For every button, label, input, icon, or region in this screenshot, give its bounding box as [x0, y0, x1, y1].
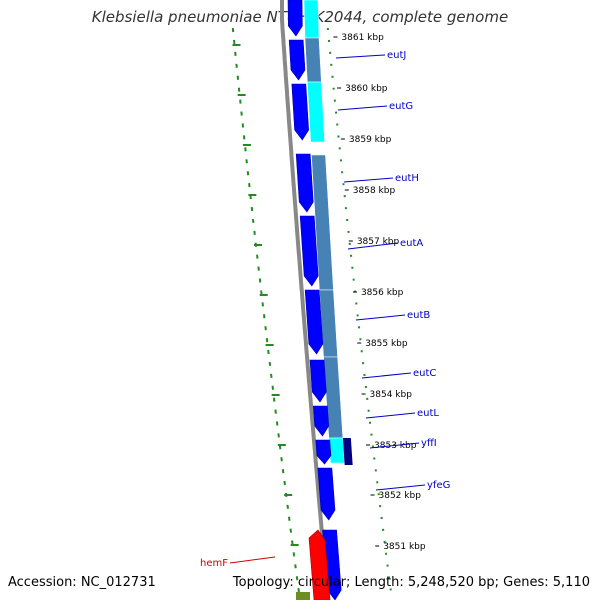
gene-leader-line	[369, 442, 420, 449]
forward-cds-arrow	[291, 83, 309, 141]
forward-cds-arrow	[288, 39, 306, 81]
gene-leader-line	[355, 314, 406, 321]
gene-leader-line	[343, 177, 394, 183]
gene-label: eutB	[407, 310, 430, 321]
gene-label: eutJ	[387, 50, 406, 61]
gene-leader-line	[229, 556, 276, 564]
gene-label: eutL	[417, 408, 439, 419]
forward-cds-arrow	[312, 405, 330, 437]
feature-stripe-segment	[307, 81, 325, 143]
cds-layer	[287, 0, 342, 600]
gene-label: eutA	[400, 238, 423, 249]
tick-label: 3857 kbp	[357, 237, 400, 247]
forward-cds-arrow	[287, 0, 303, 37]
backbone-layer	[280, 0, 330, 600]
gene-label: eutC	[413, 368, 436, 379]
grid-ring-right	[326, 27, 393, 600]
feature-stripe-navy	[342, 438, 353, 465]
gene-leader-line	[337, 105, 388, 111]
tick-label: 3858 kbp	[353, 186, 396, 196]
tick-label: 3856 kbp	[361, 288, 404, 298]
gene-leader-line	[347, 242, 399, 250]
gene-label: eutG	[389, 101, 413, 112]
tick-label: 3854 kbp	[370, 390, 413, 400]
feature-stripe-segment	[319, 289, 338, 358]
gene-label: hemF	[200, 558, 228, 569]
forward-cds-arrow	[295, 153, 314, 213]
feature-stripe-segment	[328, 437, 345, 464]
olive-cds-block	[296, 592, 310, 600]
tick-label: 3852 kbp	[379, 491, 422, 501]
tick-label: 3851 kbp	[383, 542, 426, 552]
gene-label-layer: eutJ eutG eutH eutA eutB eutC eutL yffI yfeG hemF	[200, 50, 450, 569]
tick-label: 3853 kbp	[374, 441, 417, 451]
tick-label: 3855 kbp	[365, 339, 408, 349]
feature-stripe-segment	[303, 0, 320, 39]
gene-label: eutH	[395, 173, 419, 184]
forward-cds-arrow	[317, 467, 336, 521]
tick-label: 3861 kbp	[341, 33, 384, 43]
topology-text: Topology: circular; Length: 5,248,520 bp…	[232, 575, 590, 590]
forward-cds-arrow	[309, 359, 327, 403]
feature-stripe-layer	[303, 0, 353, 465]
gene-leader-line	[361, 372, 412, 379]
accession-text: Accession: NC_012731	[8, 575, 156, 590]
genome-backbone	[280, 0, 330, 600]
forward-cds-arrow	[315, 439, 332, 465]
feature-stripe-segment	[304, 37, 322, 83]
tick-label: 3860 kbp	[345, 84, 388, 94]
gene-label: yfeG	[427, 480, 450, 491]
tick-layer: 3861 kbp 3860 kbp 3859 kbp 3858 kbp 3857 kbp…	[333, 33, 426, 552]
forward-cds-arrow	[299, 215, 319, 287]
forward-cds-arrow	[304, 289, 324, 355]
gene-leader-line	[375, 484, 426, 491]
gene-leader-line	[365, 412, 416, 419]
gene-leader-line	[335, 54, 386, 59]
tick-label: 3859 kbp	[349, 135, 392, 145]
reverse-cds-arrow	[308, 529, 331, 600]
gene-label: yffI	[421, 438, 437, 449]
